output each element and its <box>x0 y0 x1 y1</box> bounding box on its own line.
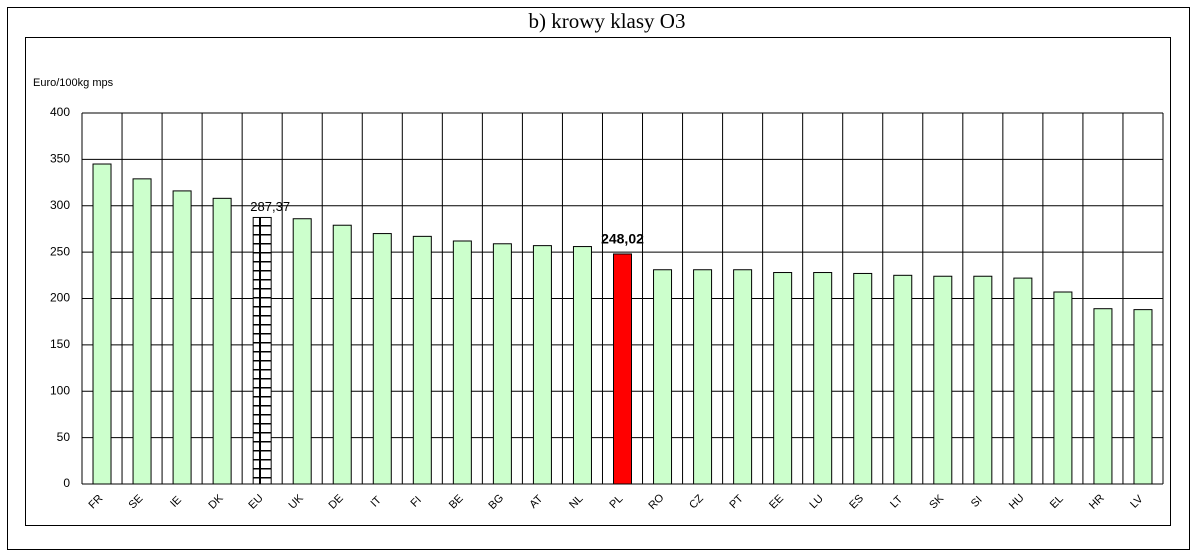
bar <box>613 253 632 485</box>
x-tick-label: IT <box>369 494 385 510</box>
bar <box>492 243 512 485</box>
bar <box>773 272 793 485</box>
bar <box>332 224 352 485</box>
y-tick-label: 150 <box>50 337 70 351</box>
x-tick-label: AT <box>527 493 545 511</box>
x-tick-label: SK <box>927 492 946 511</box>
data-label: 287,37 <box>250 199 290 214</box>
bar <box>973 275 993 485</box>
chart-title: b) krowy klasy O3 <box>529 9 686 33</box>
y-tick-label: 200 <box>50 291 70 305</box>
bar <box>572 246 592 485</box>
bar <box>212 197 232 485</box>
x-tick-label: BE <box>447 492 466 511</box>
x-tick-label: BG <box>486 492 506 512</box>
bar <box>1133 309 1153 485</box>
x-tick-label: FR <box>87 492 106 511</box>
outer-frame <box>7 7 1190 550</box>
x-tick-label: SI <box>969 494 985 510</box>
bar <box>813 272 833 485</box>
x-tick-label: DK <box>206 492 226 512</box>
x-tick-label: UK <box>286 492 306 512</box>
y-tick-label: 300 <box>50 198 70 212</box>
bar <box>252 216 272 485</box>
bar <box>412 235 432 485</box>
x-tick-label: IE <box>168 494 184 510</box>
data-label: 248,02 <box>601 231 644 247</box>
x-tick-label: FI <box>409 494 424 509</box>
bar <box>933 275 953 485</box>
x-tick-label: PL <box>607 493 625 511</box>
x-tick-label: NL <box>567 493 585 511</box>
y-tick-label: 350 <box>50 152 70 166</box>
x-tick-label: ES <box>847 492 866 511</box>
y-tick-label: 100 <box>50 383 70 397</box>
bar <box>1013 277 1033 485</box>
bar <box>452 240 472 485</box>
x-tick-label: LU <box>807 493 825 511</box>
x-tick-label: DE <box>327 492 346 511</box>
x-tick-label: EE <box>767 492 786 511</box>
x-tick-label: EU <box>246 492 265 511</box>
x-tick-label: EL <box>1048 493 1066 511</box>
bar <box>1093 308 1113 485</box>
x-tick-label: PT <box>727 493 746 512</box>
bar <box>532 245 552 485</box>
y-tick-label: 50 <box>57 430 71 444</box>
bar <box>733 269 753 485</box>
y-tick-label: 0 <box>63 476 70 490</box>
bar <box>653 269 673 485</box>
x-tick-label: HU <box>1007 492 1027 512</box>
y-tick-label: 400 <box>50 105 70 119</box>
bar <box>292 218 312 485</box>
bar <box>92 163 112 485</box>
y-axis-label: Euro/100kg mps <box>33 77 114 89</box>
x-tick-label: RO <box>646 492 666 512</box>
bar <box>372 233 392 485</box>
bar <box>893 274 913 485</box>
x-tick-label: LT <box>888 493 905 510</box>
x-tick-label: CZ <box>687 492 706 511</box>
x-tick-label: LV <box>1128 493 1146 511</box>
bar <box>853 272 873 485</box>
bar <box>693 269 713 485</box>
bar <box>132 178 152 485</box>
chart-frame <box>25 37 1171 526</box>
bar <box>1053 291 1073 485</box>
x-tick-label: HR <box>1087 492 1107 512</box>
y-tick-label: 250 <box>50 244 70 258</box>
bar <box>172 190 192 485</box>
x-tick-label: SE <box>127 492 146 511</box>
